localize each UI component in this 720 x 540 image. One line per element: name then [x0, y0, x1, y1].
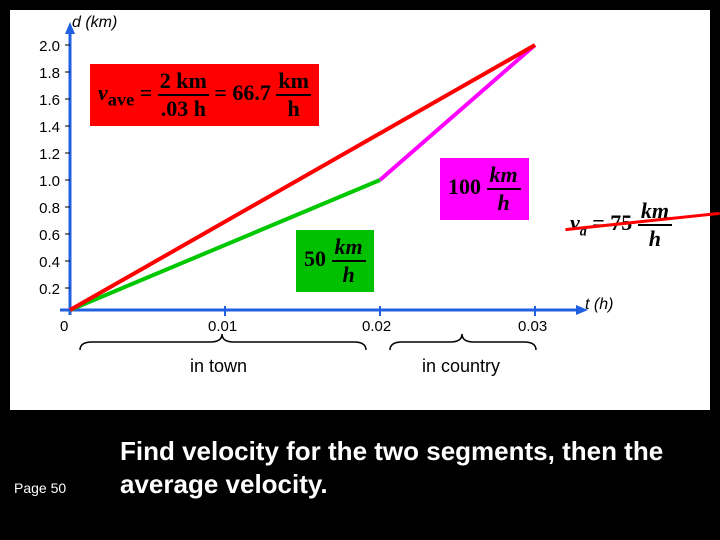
xtick: 0.02	[362, 318, 391, 335]
ytick: 1.2	[30, 146, 60, 163]
formula-lhs: v	[98, 80, 108, 105]
xtick: 0.01	[208, 318, 237, 335]
formula-unit-num: km	[332, 234, 366, 262]
xtick: 0.03	[518, 318, 547, 335]
formula-unit-den: h	[487, 190, 521, 216]
formula-lhs: v	[570, 210, 580, 235]
xtick-origin: 0	[60, 318, 68, 335]
formula-val: 100	[448, 174, 481, 199]
ytick: 1.6	[30, 92, 60, 109]
formula-segment1: 50 kmh	[296, 230, 374, 292]
ytick: 1.4	[30, 119, 60, 136]
formula-val: 66.7	[232, 80, 271, 105]
segment-in-country: in country	[422, 356, 500, 377]
segment-in-town: in town	[190, 356, 247, 377]
formula-unit-num: km	[276, 68, 311, 96]
bottom-prompt: Find velocity for the two segments, then…	[120, 435, 680, 500]
ytick: 2.0	[30, 38, 60, 55]
formula-unit-den: h	[638, 226, 672, 252]
ytick: 0.2	[30, 281, 60, 298]
x-axis-label: t (h)	[585, 296, 613, 314]
formula-segment2: 100 kmh	[440, 158, 529, 220]
ytick: 1.8	[30, 65, 60, 82]
y-axis-label: d (km)	[72, 14, 117, 32]
ytick: 1.0	[30, 173, 60, 190]
formula-unit-den: h	[332, 262, 366, 288]
formula-val: 50	[304, 246, 326, 271]
formula-lhs-sub: ave	[108, 89, 134, 109]
ytick: 0.8	[30, 200, 60, 217]
formula-den: .03 h	[158, 96, 209, 122]
formula-average: vave = 2 km.03 h = 66.7 kmh	[90, 64, 319, 126]
chart-panel: d (km) 2.0 1.8 1.6 1.4 1.2 1.0 0.8 0.6 0…	[10, 10, 710, 410]
formula-unit-num: km	[487, 162, 521, 190]
ytick: 0.6	[30, 227, 60, 244]
ytick: 0.4	[30, 254, 60, 271]
formula-num: 2 km	[158, 68, 209, 96]
page-number: Page 50	[14, 480, 66, 496]
formula-unit-den: h	[276, 96, 311, 122]
